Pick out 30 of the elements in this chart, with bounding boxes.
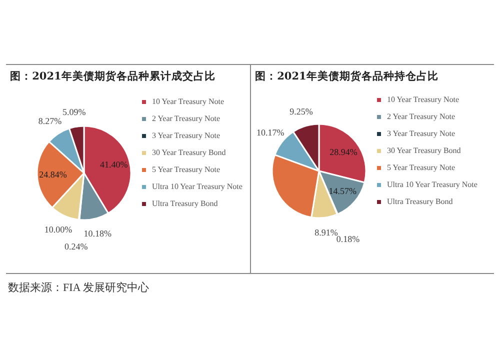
data-label: 8.27%: [38, 116, 62, 126]
legend-label: 3 Year Treasury Note: [387, 129, 456, 138]
legend-label: 2 Year Treasury Note: [152, 114, 220, 123]
data-label: 41.40%: [100, 160, 128, 170]
data-label: 5.09%: [62, 106, 86, 117]
data-label: 0.24%: [64, 242, 88, 252]
legend-label: 10 Year Treasury Note: [152, 97, 224, 106]
chart-title: 图：2021年美债期货各品种累计成交占比: [10, 69, 216, 82]
data-label: 28.94%: [330, 146, 358, 157]
data-label: 14.57%: [328, 186, 357, 196]
data-label: 10.00%: [44, 224, 73, 234]
legend-label: 3 Year Treasury Note: [152, 131, 220, 140]
data-label: 10.17%: [256, 127, 285, 138]
legend-label: 5 Year Treasury Note: [152, 165, 220, 174]
data-label: 10.18%: [84, 228, 112, 238]
legend-label: Ultra Treasury Bond: [152, 199, 218, 208]
data-label: 9.25%: [290, 106, 314, 117]
legend-label: Ultra 10 Year Treasury Note: [152, 182, 243, 191]
legend-label: Ultra Treasury Bond: [387, 197, 453, 206]
legend-label: Ultra 10 Year Treasury Note: [387, 180, 478, 189]
legend-label: 5 Year Treasury Note: [387, 163, 456, 172]
legend-label: 30 Year Treasury Bond: [152, 148, 226, 157]
legend-label: 10 Year Treasury Note: [387, 95, 460, 104]
legend-label: 30 Year Treasury Bond: [387, 146, 461, 155]
source-note: 数据来源：FIA 发展研究中心: [8, 280, 149, 295]
data-label: 24.84%: [39, 170, 68, 180]
legend-label: 2 Year Treasury Note: [387, 112, 456, 121]
data-label: 8.91%: [314, 228, 338, 238]
data-label: 0.18%: [336, 234, 360, 244]
chart-title: 图：2021年美债期货各品种持仓占比: [255, 70, 438, 82]
